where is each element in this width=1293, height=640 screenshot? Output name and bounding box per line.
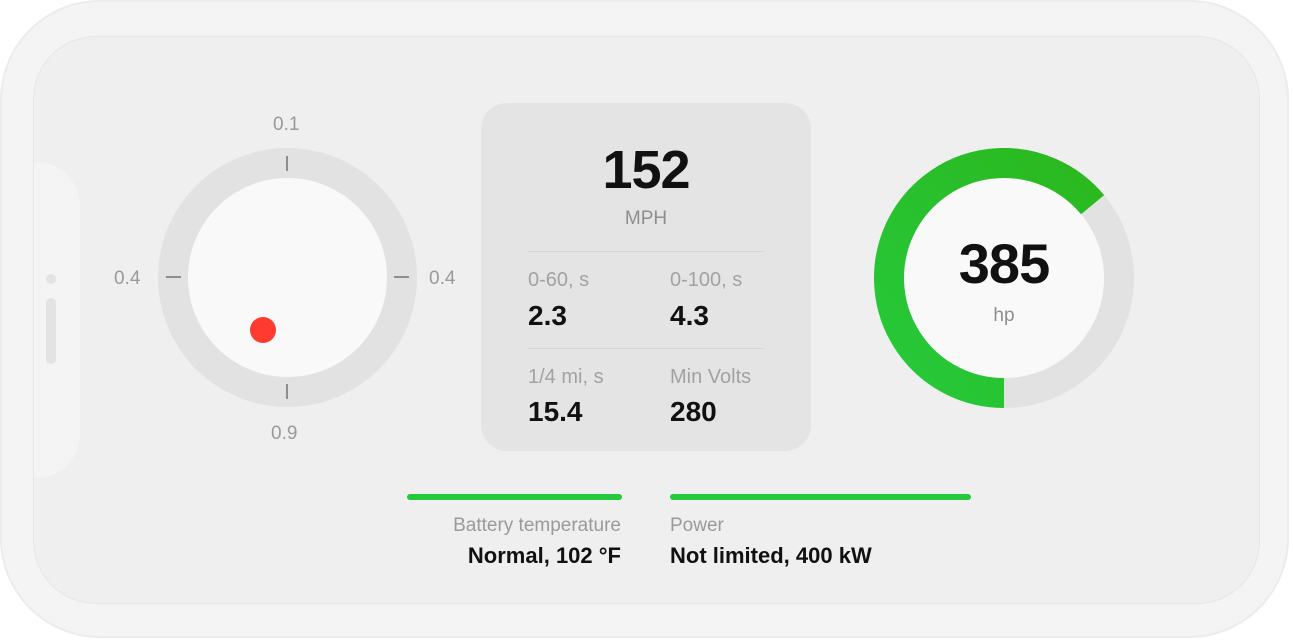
gforce-left-label: 0.4 xyxy=(114,268,141,289)
stat-value-0-100: 4.3 xyxy=(670,300,709,331)
gforce-dial xyxy=(158,148,417,407)
horsepower-inner-circle xyxy=(904,178,1104,378)
battery-temperature-bar xyxy=(407,494,622,500)
power-value: Not limited, 400 kW xyxy=(670,543,872,568)
speaker-grille-icon xyxy=(46,298,56,364)
power-label: Power xyxy=(670,515,724,536)
gforce-bottom-label: 0.9 xyxy=(271,423,298,444)
horsepower-unit: hp xyxy=(993,305,1015,326)
gforce-tick-left xyxy=(166,276,181,278)
gforce-tick-top xyxy=(286,156,288,171)
gforce-inner-circle xyxy=(188,178,387,377)
stat-label-min-volts: Min Volts xyxy=(670,366,752,388)
speed-value: 152 xyxy=(602,140,690,200)
speed-unit: MPH xyxy=(624,208,668,229)
phone-notch xyxy=(34,162,80,478)
camera-sensor-icon xyxy=(46,274,56,284)
horsepower-readout: 385 hp xyxy=(874,148,1134,408)
gforce-top-label: 0.1 xyxy=(273,114,300,135)
gforce-tick-right xyxy=(394,276,409,278)
stats-divider xyxy=(528,348,764,349)
performance-stats-card: 152 MPH 0-60, s 2.3 0-100, s 4.3 1/4 mi,… xyxy=(481,103,811,451)
battery-temperature-value: Normal, 102 °F xyxy=(467,543,621,568)
horsepower-gauge: 385 hp xyxy=(874,148,1134,408)
stat-value-quarter-mile: 15.4 xyxy=(528,396,583,427)
gforce-tick-bottom xyxy=(286,384,288,399)
stat-label-0-60: 0-60, s xyxy=(528,269,590,291)
horsepower-level-arc xyxy=(874,148,1105,408)
horsepower-gauge-svg xyxy=(874,148,1134,408)
gforce-position-dot xyxy=(250,317,276,343)
stat-value-0-60: 2.3 xyxy=(528,300,567,331)
horsepower-value: 385 xyxy=(958,232,1050,295)
stat-value-min-volts: 280 xyxy=(670,396,717,427)
gforce-right-label: 0.4 xyxy=(429,268,456,289)
power-bar xyxy=(670,494,971,500)
stat-label-quarter-mile: 1/4 mi, s xyxy=(528,366,604,388)
battery-temperature-label: Battery temperature xyxy=(453,515,621,536)
stat-label-0-100: 0-100, s xyxy=(670,269,743,291)
stats-divider xyxy=(528,251,764,252)
